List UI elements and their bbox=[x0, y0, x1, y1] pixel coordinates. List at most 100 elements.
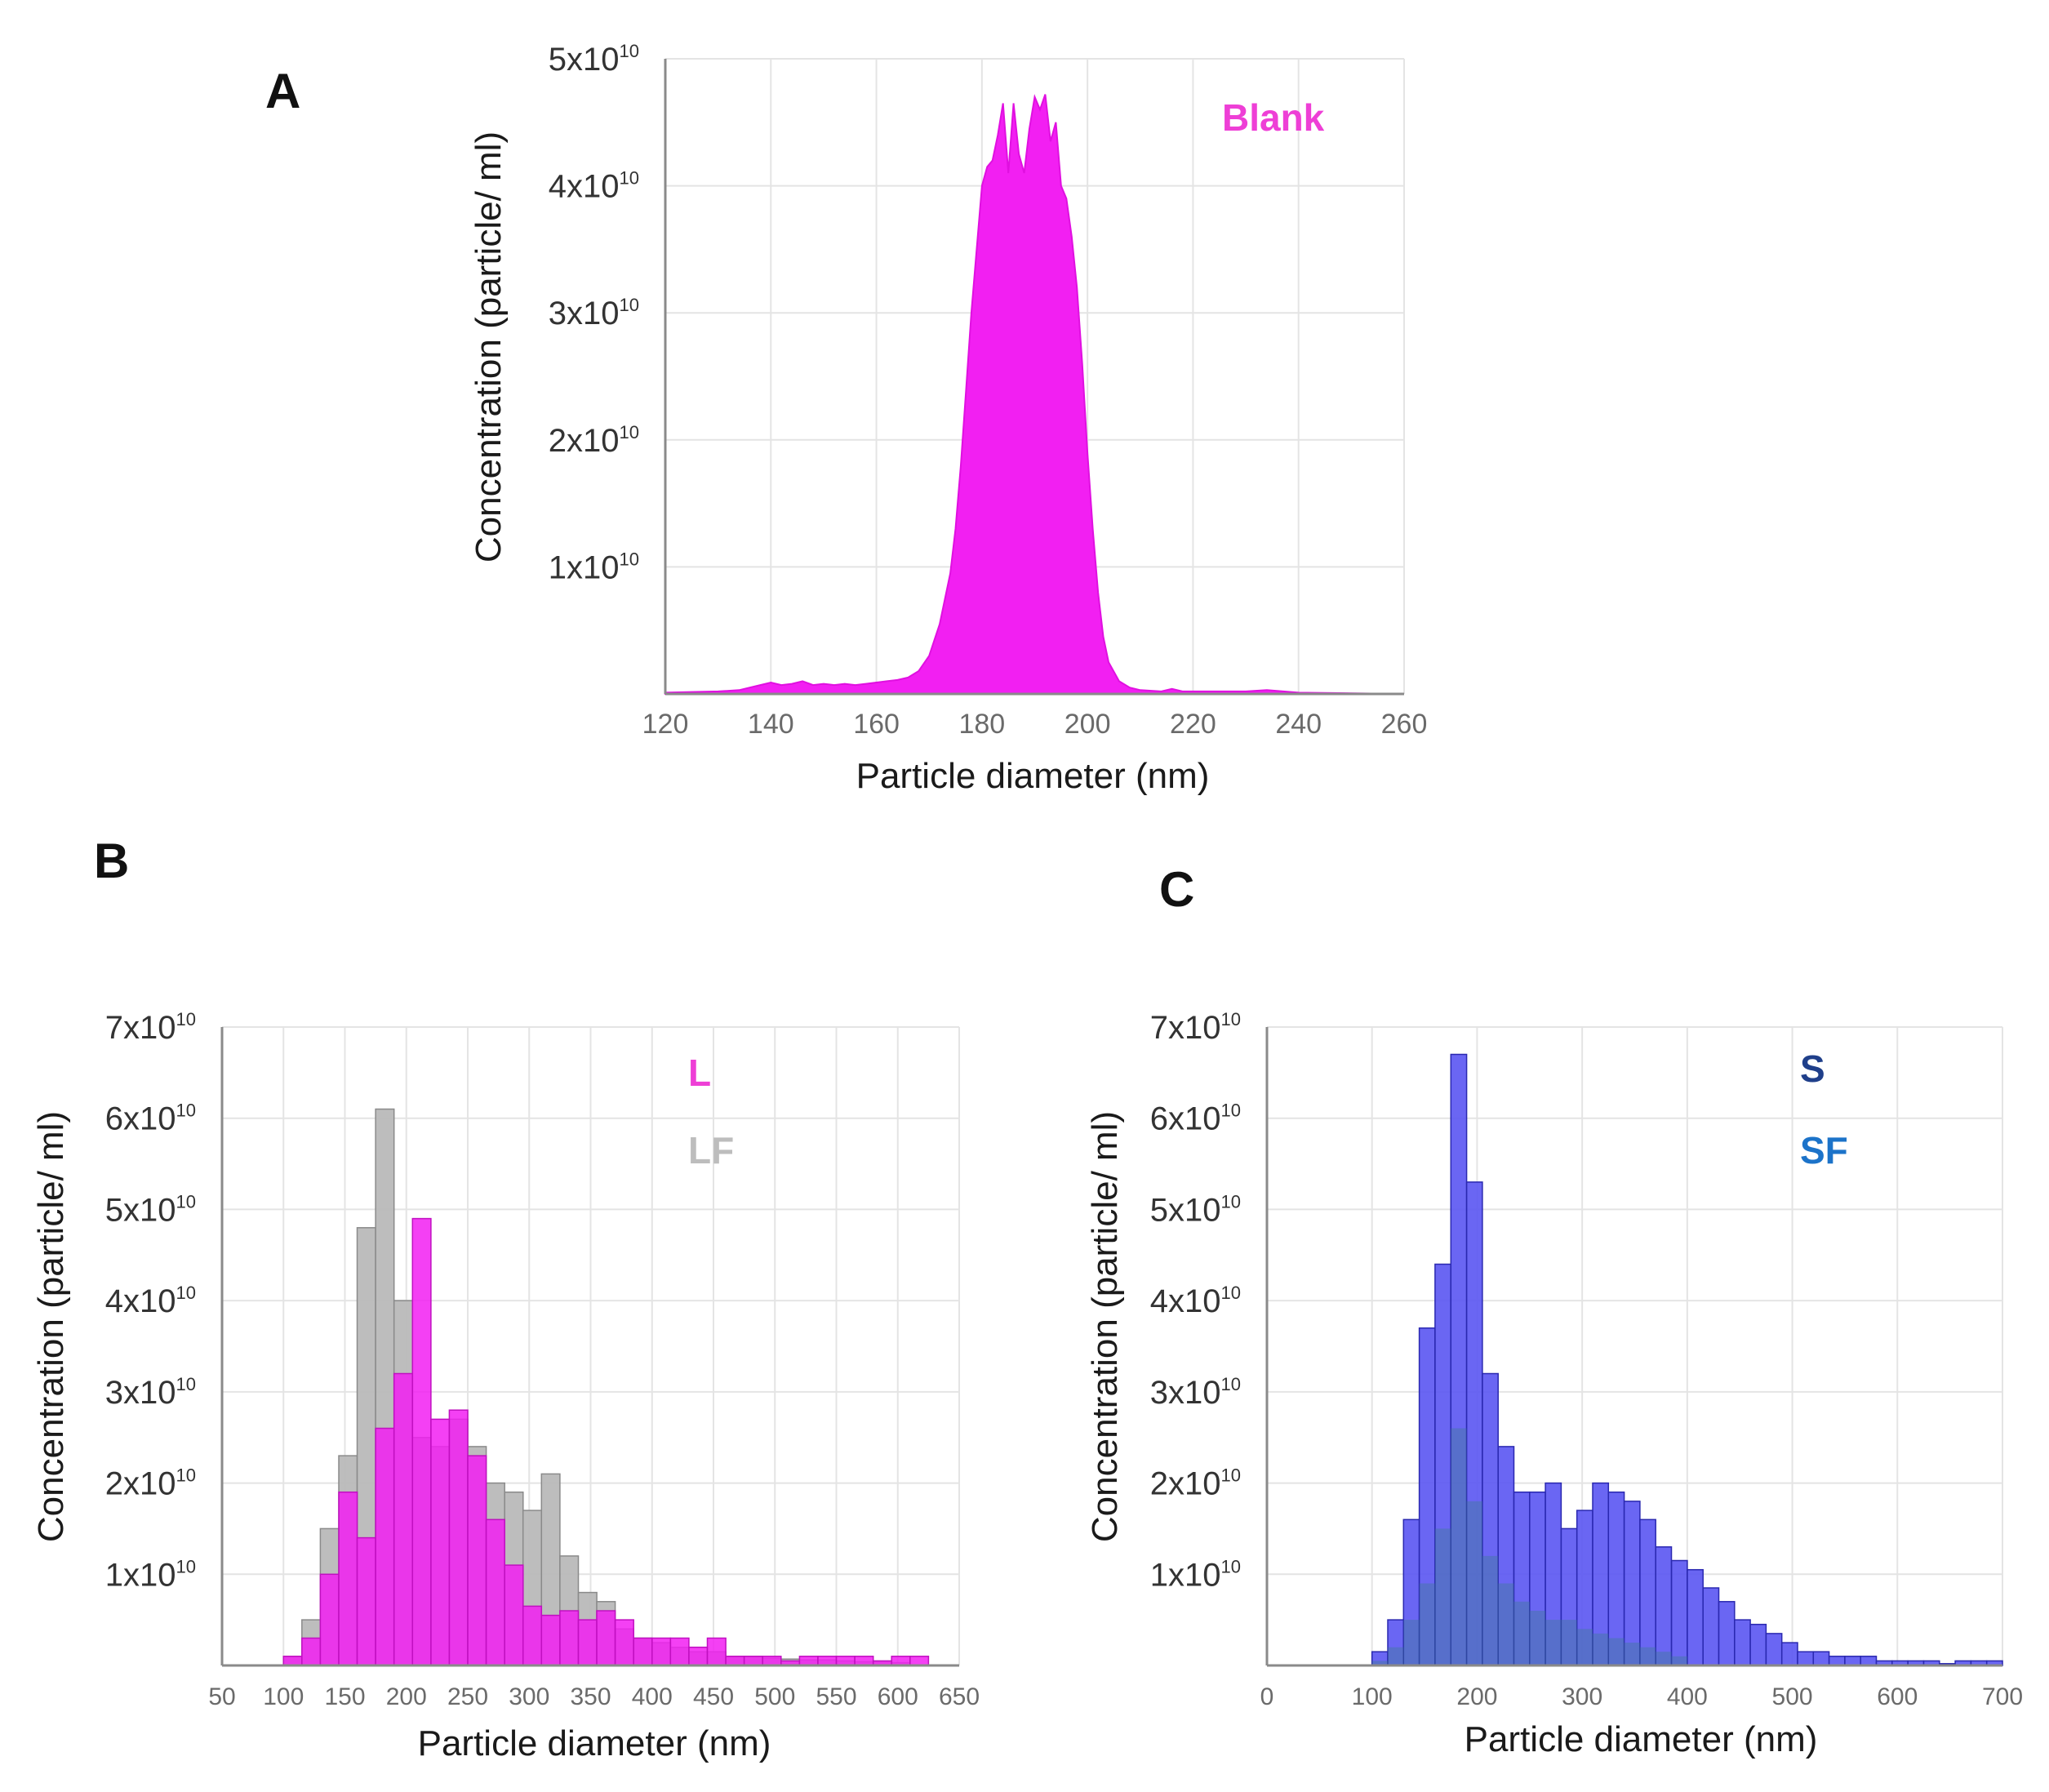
chart-c-y-tick-label: 5x1010 bbox=[1150, 1191, 1241, 1228]
chart-c-bar-s bbox=[1844, 1656, 1861, 1666]
chart-c-y-tick-labels: 1x10102x10103x10104x10105x10106x10107x10… bbox=[1150, 1009, 1241, 1593]
chart-c-bar-s bbox=[1749, 1623, 1767, 1666]
chart-a-x-tick-labels: 120 140 160 180 200 220 240 260 bbox=[642, 709, 1428, 740]
chart-b-x-tick-label: 250 bbox=[447, 1683, 488, 1710]
chart-c-grid bbox=[1266, 1026, 2003, 1665]
chart-c-y-tick-mantissa: 2x10 bbox=[1150, 1466, 1221, 1502]
chart-b-x-tick-label: 100 bbox=[263, 1683, 304, 1710]
chart-c-x-tick-label: 500 bbox=[1772, 1683, 1813, 1710]
chart-b-y-tick-label: 4x1010 bbox=[105, 1283, 196, 1319]
chart-b-bar-l bbox=[577, 1619, 598, 1666]
chart-c-bar-sf bbox=[1451, 1428, 1467, 1665]
chart-a-axes bbox=[664, 59, 1404, 696]
chart-c-x-tick-labels: 0 100 200 300 400 500 600 700 bbox=[1260, 1683, 2023, 1710]
chart-b-x-tick-label: 350 bbox=[570, 1683, 611, 1710]
chart-a-x-axis-title: Particle diameter (nm) bbox=[856, 756, 1210, 796]
chart-c-y-tick-label: 4x1010 bbox=[1150, 1283, 1241, 1319]
chart-a-y-tick-mantissa: 2x10 bbox=[549, 423, 620, 459]
chart-c-y-tick-mantissa: 4x10 bbox=[1150, 1283, 1221, 1319]
chart-c-y-tick-mantissa: 5x10 bbox=[1150, 1192, 1221, 1228]
chart-c-bar-s bbox=[1687, 1568, 1704, 1666]
chart-b-y-tick-mantissa: 5x10 bbox=[105, 1192, 176, 1228]
chart-b-x-tick-label: 400 bbox=[632, 1683, 673, 1710]
chart-c-bar-sf bbox=[1624, 1643, 1640, 1665]
chart-b-bar-l bbox=[762, 1656, 782, 1666]
chart-c-bar-sf bbox=[1576, 1629, 1593, 1665]
chart-a-y-tick-mantissa: 4x10 bbox=[549, 169, 620, 205]
chart-b-legend-l: L bbox=[688, 1052, 711, 1094]
chart-b-x-tick-label: 300 bbox=[509, 1683, 549, 1710]
chart-c-x-tick-label: 200 bbox=[1456, 1683, 1497, 1710]
chart-b-bar-l bbox=[798, 1656, 819, 1666]
chart-b-bar-l bbox=[651, 1637, 672, 1666]
chart-c-y-tick-label: 2x1010 bbox=[1150, 1465, 1241, 1502]
chart-b-y-tick-label: 2x1010 bbox=[105, 1465, 196, 1502]
chart-b-x-tick-labels: 50 100 150 200 250 300 350 400 450 500 550 600 650 bbox=[208, 1683, 980, 1710]
chart-c-bar-sf bbox=[1513, 1601, 1530, 1665]
chart-c-y-tick-mantissa: 6x10 bbox=[1150, 1101, 1221, 1137]
chart-b-x-tick-label: 650 bbox=[939, 1683, 980, 1710]
chart-c-y-tick-exponent: 10 bbox=[1221, 1465, 1241, 1486]
chart-c-bar-s bbox=[1860, 1656, 1878, 1666]
chart-c-y-axis-title: Concentration (particle/ ml) bbox=[1085, 1111, 1125, 1542]
chart-b-bar-l bbox=[891, 1656, 911, 1666]
chart-b-l-lf: 1x10102x10103x10104x10105x10106x10107x10… bbox=[31, 1009, 980, 1763]
chart-c-bar-sf bbox=[1561, 1620, 1577, 1665]
chart-a-y-tick-mantissa: 1x10 bbox=[549, 549, 620, 585]
chart-b-y-tick-exponent: 10 bbox=[176, 1191, 196, 1212]
chart-b-x-tick-label: 600 bbox=[878, 1683, 918, 1710]
chart-c-x-tick-label: 0 bbox=[1260, 1683, 1274, 1710]
chart-b-y-tick-label: 7x1010 bbox=[105, 1009, 196, 1046]
chart-c-y-tick-label: 7x1010 bbox=[1150, 1009, 1241, 1046]
chart-b-bar-l bbox=[282, 1656, 303, 1666]
chart-b-y-tick-exponent: 10 bbox=[176, 1101, 196, 1121]
chart-c-y-tick-exponent: 10 bbox=[1221, 1009, 1241, 1029]
chart-c-y-tick-exponent: 10 bbox=[1221, 1101, 1241, 1121]
chart-b-bar-l bbox=[338, 1491, 358, 1666]
chart-b-y-tick-mantissa: 2x10 bbox=[105, 1466, 176, 1502]
chart-b-x-tick-label: 550 bbox=[816, 1683, 856, 1710]
chart-a-x-tick-label: 200 bbox=[1065, 709, 1111, 740]
chart-c-x-tick-label: 100 bbox=[1352, 1683, 1393, 1710]
chart-c-plot bbox=[1371, 1053, 2003, 1666]
chart-b-bar-l bbox=[706, 1637, 727, 1666]
chart-b-bar-l bbox=[319, 1573, 340, 1666]
chart-b-y-tick-exponent: 10 bbox=[176, 1556, 196, 1576]
chart-b-bar-l bbox=[688, 1646, 709, 1666]
chart-a-y-tick-exponent: 10 bbox=[620, 549, 639, 569]
chart-c-bar-s bbox=[1812, 1651, 1830, 1666]
chart-b-bar-l bbox=[854, 1656, 874, 1666]
chart-a-y-axis-title: Concentration (particle/ ml) bbox=[469, 131, 509, 563]
chart-b-bar-l bbox=[522, 1605, 543, 1666]
chart-c-y-tick-mantissa: 3x10 bbox=[1150, 1375, 1221, 1411]
chart-c-bar-sf bbox=[1388, 1647, 1404, 1665]
chart-c-bar-s bbox=[1765, 1633, 1783, 1666]
chart-b-x-tick-label: 150 bbox=[324, 1683, 365, 1710]
chart-a-y-tick-mantissa: 5x10 bbox=[549, 42, 620, 78]
chart-c-y-tick-label: 1x1010 bbox=[1150, 1556, 1241, 1593]
chart-a-y-tick-label: 1x1010 bbox=[549, 549, 639, 585]
chart-c-x-axis-title: Particle diameter (nm) bbox=[1465, 1719, 1818, 1759]
chart-c-bar-s bbox=[1655, 1546, 1673, 1666]
chart-c-bar-sf bbox=[1434, 1528, 1451, 1665]
chart-a-y-tick-label: 5x1010 bbox=[549, 41, 639, 78]
chart-c-legend-sf: SF bbox=[1800, 1129, 1848, 1172]
chart-b-y-tick-exponent: 10 bbox=[176, 1283, 196, 1303]
chart-c-x-tick-label: 700 bbox=[1982, 1683, 2023, 1710]
chart-a-legend-blank: Blank bbox=[1222, 96, 1325, 139]
chart-b-bar-l bbox=[909, 1656, 930, 1666]
chart-b-y-tick-exponent: 10 bbox=[176, 1009, 196, 1029]
chart-a-y-tick-exponent: 10 bbox=[620, 41, 639, 61]
chart-b-x-tick-label: 50 bbox=[208, 1683, 235, 1710]
chart-c-bar-s bbox=[1780, 1642, 1798, 1666]
chart-c-y-tick-exponent: 10 bbox=[1221, 1374, 1241, 1394]
chart-c-x-tick-label: 400 bbox=[1667, 1683, 1708, 1710]
chart-a-y-tick-label: 3x1010 bbox=[549, 295, 639, 331]
chart-b-axes bbox=[220, 1027, 959, 1667]
chart-b-bar-l bbox=[540, 1614, 561, 1666]
chart-c-bar-s bbox=[1734, 1619, 1751, 1666]
chart-b-bar-l bbox=[835, 1656, 856, 1666]
chart-c-bar-s bbox=[1828, 1656, 1846, 1666]
chart-b-y-tick-mantissa: 3x10 bbox=[105, 1375, 176, 1411]
